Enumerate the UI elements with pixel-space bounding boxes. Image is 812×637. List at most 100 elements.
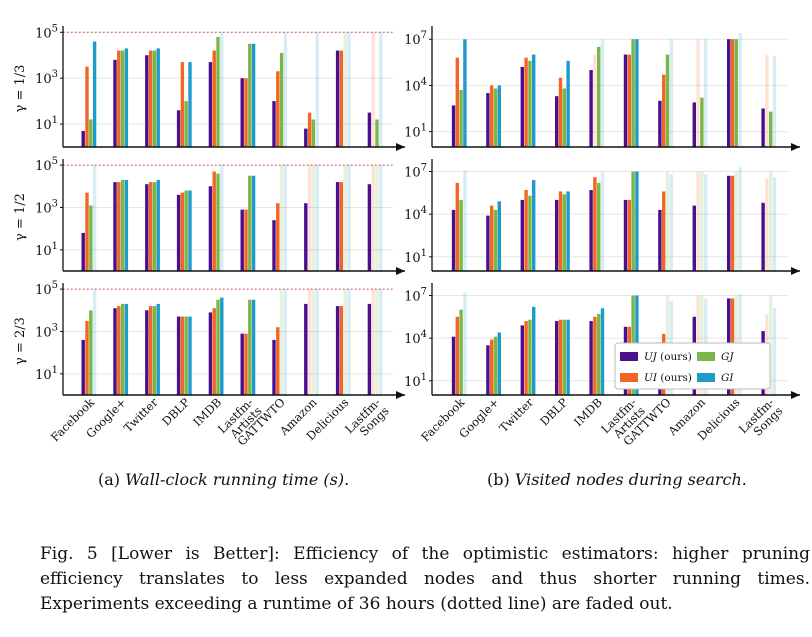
bar-UI-dblp (558, 319, 563, 395)
bar-UJ-imdb (208, 62, 213, 147)
bar-UI-dblp (558, 77, 563, 147)
subcaption-a: (a) Wall-clock running time (s). (98, 470, 350, 489)
bar-UJ-amazon (692, 102, 696, 147)
bar-UJ-amazon (304, 303, 308, 395)
bar-GI-google- (124, 48, 129, 147)
bar-GJ-lastfm-songs (375, 165, 379, 271)
bar-UI-imdb (212, 50, 216, 147)
bar-GJ-lastfm-artists (248, 175, 252, 271)
panel-b1: 101 104 107 (404, 26, 800, 151)
bar-UJ-lastfm-artists (623, 199, 628, 271)
bar-UI-facebook (455, 316, 459, 395)
bar-UJ-dblp (176, 194, 181, 271)
bar-GJ-lastfm-songs (769, 171, 773, 271)
bar-UJ-gattwto (658, 209, 662, 271)
bar-UJ-dblp (555, 96, 559, 147)
bar-GJ-lastfm-artists (248, 299, 252, 395)
category-label: Twitter (121, 395, 161, 435)
bar-UJ-lastfm-songs (761, 108, 765, 147)
bar-UI-gattwto (276, 203, 280, 271)
bar-GJ-google- (493, 209, 498, 271)
bar-UJ-delicious (335, 182, 340, 271)
bar-UI-twitter (148, 306, 153, 395)
bar-UJ-google- (486, 345, 490, 395)
bar-UI-imdb (593, 316, 597, 395)
bar-UJ-dblp (176, 110, 181, 147)
x-axis-arrow (791, 143, 800, 151)
bar-UJ-dblp (555, 321, 559, 395)
bar-GI-delicious (347, 165, 351, 271)
bar-UJ-amazon (304, 203, 308, 271)
bar-UI-google- (117, 182, 121, 271)
bar-UJ-imdb (589, 70, 593, 147)
panel-a1: 101 103 105 γ = 1/3 (13, 23, 405, 151)
bar-GJ-delicious (343, 165, 347, 271)
bar-UJ-twitter (145, 55, 149, 148)
bar-UI-lastfm-artists (244, 209, 248, 271)
bar-UI-dblp (180, 192, 185, 271)
bar-UJ-delicious (727, 39, 731, 148)
bar-UJ-lastfm-artists (623, 54, 628, 147)
bar-UI-imdb (212, 308, 216, 395)
bar-UJ-google- (113, 182, 117, 271)
bar-GI-dblp (566, 319, 570, 395)
bar-GJ-gattwto (279, 165, 284, 271)
bar-GI-delicious (347, 32, 351, 147)
bar-GJ-delicious (343, 289, 347, 395)
bar-GJ-lastfm-songs (375, 119, 379, 147)
bar-UJ-google- (113, 308, 117, 395)
bar-GJ-delicious (734, 39, 738, 148)
bar-UJ-lastfm-songs (367, 184, 372, 271)
bar-UJ-imdb (589, 190, 593, 271)
bar-UI-gattwto (662, 74, 666, 147)
category-label: Facebook (418, 394, 468, 444)
bar-UI-twitter (148, 50, 153, 147)
panel-a2: 101 103 105 γ = 1/2 (13, 156, 405, 275)
bar-GJ-gattwto (279, 289, 284, 395)
bar-GJ-gattwto (279, 52, 284, 147)
legend-label-UJ: UJ (ours) (644, 351, 692, 363)
bar-UI-delicious (339, 50, 344, 147)
bar-GJ-lastfm-songs (375, 289, 379, 395)
caption-line-2: efficiency translates to less expanded n… (40, 569, 810, 589)
bar-GJ-delicious (734, 171, 738, 271)
bar-UJ-google- (486, 215, 490, 271)
bar-GJ-dblp (562, 194, 566, 271)
bar-GJ-google- (120, 303, 125, 395)
bar-GI-twitter (156, 303, 160, 395)
bar-GJ-imdb (216, 299, 220, 395)
bar-GJ-gattwto (665, 171, 670, 271)
bar-GJ-twitter (152, 50, 157, 147)
panel-b2: 101 104 107 (404, 159, 800, 275)
bar-GI-delicious (347, 289, 351, 395)
bar-GJ-google- (493, 336, 498, 395)
bar-GJ-facebook (89, 310, 93, 395)
bar-GJ-dblp (562, 319, 566, 395)
x-axis-arrow (396, 267, 405, 275)
bar-UJ-twitter (520, 325, 524, 395)
bar-UI-lastfm-artists (627, 54, 631, 147)
bar-UJ-twitter (145, 184, 149, 271)
bar-GI-lastfm-artists (251, 175, 256, 271)
bar-GI-lastfm-songs (379, 289, 383, 395)
bar-GI-delicious (738, 33, 742, 147)
bar-UI-imdb (212, 171, 216, 271)
bar-GJ-twitter (528, 60, 532, 147)
bar-GJ-imdb (597, 182, 601, 271)
bar-GI-facebook (463, 292, 467, 395)
caption-line-1: Fig. 5 [Lower is Better]: Efficiency of … (40, 544, 810, 564)
bar-GJ-facebook (459, 199, 463, 271)
bar-GJ-twitter (152, 182, 157, 271)
y-tick-label: 104 (404, 76, 427, 94)
bar-GI-imdb (600, 171, 605, 271)
bar-GI-amazon (315, 289, 319, 395)
bar-UJ-google- (113, 59, 117, 147)
bar-UJ-gattwto (272, 101, 276, 147)
legend-box (614, 342, 771, 390)
bar-GJ-google- (120, 50, 125, 147)
bar-UJ-facebook (451, 209, 456, 271)
bar-UI-amazon (307, 112, 312, 147)
bar-GI-dblp (188, 316, 192, 395)
